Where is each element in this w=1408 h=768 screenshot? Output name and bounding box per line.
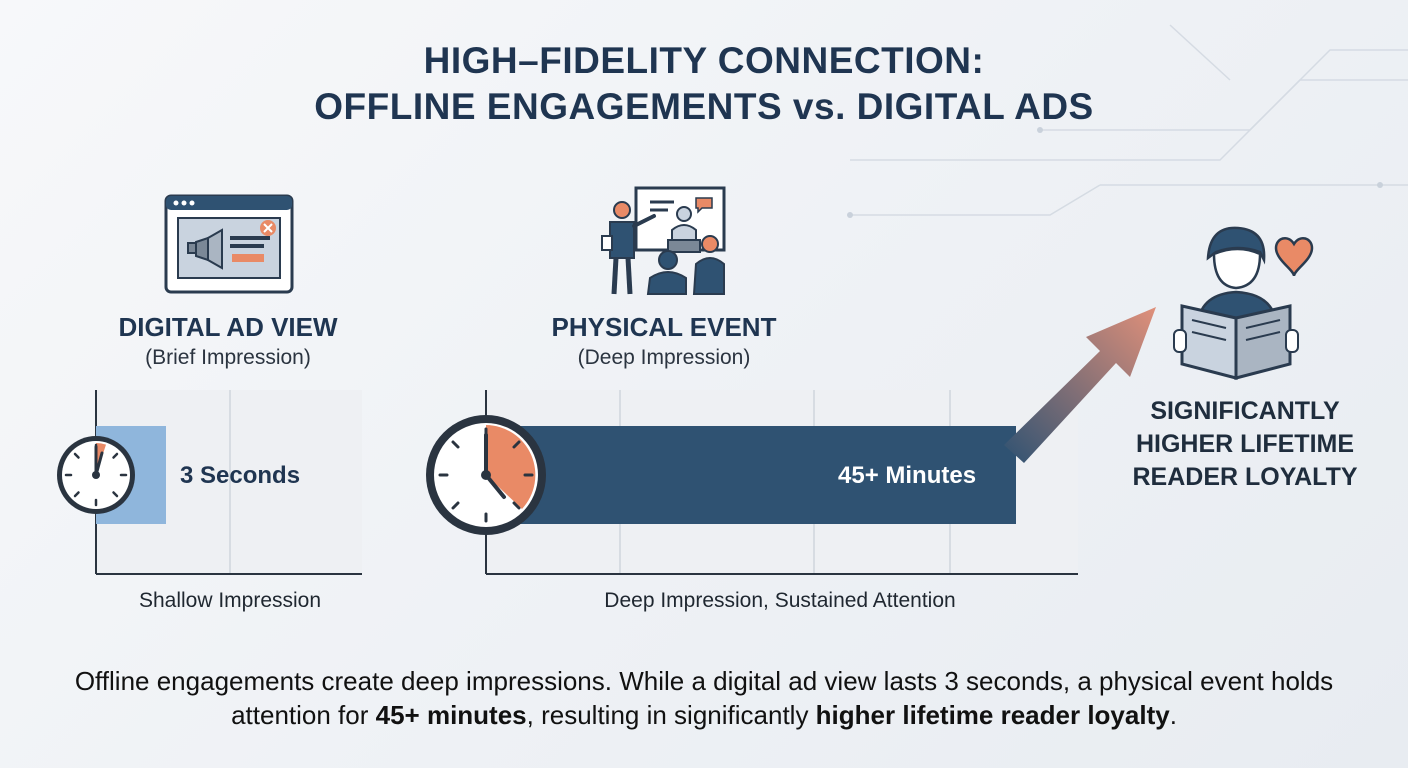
summary-part-2: , resulting in significantly (526, 700, 816, 730)
reader-with-heart-icon (1173, 226, 1314, 380)
digital-caption: Shallow Impression (138, 589, 322, 612)
digital-section-heading: DIGITAL AD VIEW (118, 312, 338, 342)
summary-part-1: Offline engagements create deep impressi… (74, 666, 1334, 730)
page-title-line-1: HIGH–FIDELITY CONNECTION: (423, 40, 985, 81)
loyalty-line-2: HIGHER LIFETIME (1135, 430, 1355, 458)
physical-duration-bar (486, 426, 1016, 524)
digital-timeline-chart (95, 390, 362, 575)
summary-bold-2: higher lifetime reader loyalty (815, 700, 1170, 730)
physical-timeline-chart (485, 390, 1078, 575)
physical-caption: Deep Impression, Sustained Attention (604, 589, 956, 612)
summary-text: Offline engagements create deep impressi… (40, 664, 1368, 732)
loyalty-line-1: SIGNIFICANTLY (1150, 397, 1340, 425)
browser-ad-icon (164, 194, 294, 294)
page-title-line-2: OFFLINE ENGAGEMENTS vs. DIGITAL ADS (314, 86, 1094, 127)
summary-part-3: . (1169, 700, 1177, 730)
digital-bar-label: 3 Seconds (180, 462, 301, 489)
physical-bar-label: 45+ Minutes (838, 462, 977, 489)
digital-section-subheading: (Brief Impression) (145, 346, 311, 369)
stopwatch-icon-large (426, 415, 546, 535)
stopwatch-icon-small (57, 436, 135, 514)
summary-bold-1: 45+ minutes (375, 700, 527, 730)
physical-section-heading: PHYSICAL EVENT (551, 312, 777, 342)
physical-section-subheading: (Deep Impression) (577, 346, 751, 369)
growth-arrow (1004, 307, 1156, 463)
presentation-event-icon (601, 186, 726, 295)
loyalty-line-3: READER LOYALTY (1132, 463, 1358, 491)
